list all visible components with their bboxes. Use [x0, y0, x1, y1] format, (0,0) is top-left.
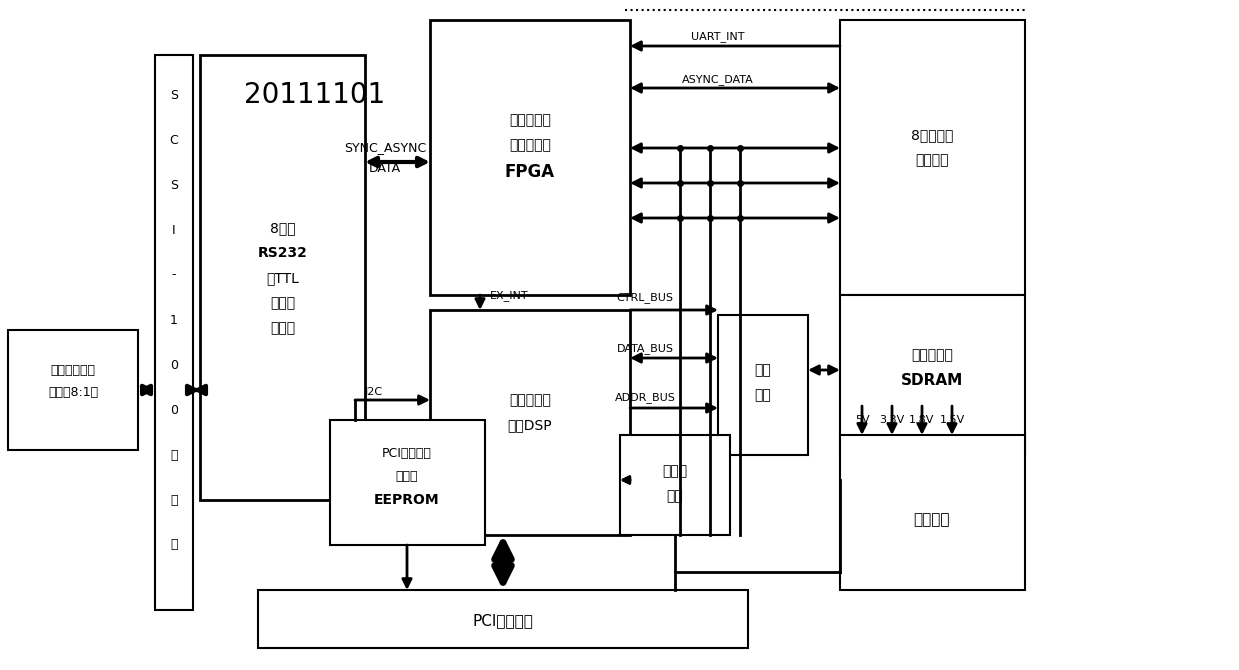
- Text: 理器DSP: 理器DSP: [508, 418, 553, 432]
- Text: 终端（8:1）: 终端（8:1）: [48, 385, 98, 399]
- Bar: [330, 420, 484, 545]
- Text: 与TTL: 与TTL: [266, 271, 300, 285]
- Text: 芯: 芯: [170, 448, 177, 462]
- Text: 外部存储器: 外部存储器: [911, 348, 953, 362]
- Text: C: C: [170, 133, 178, 147]
- Text: DATA: DATA: [369, 161, 401, 174]
- Bar: [7, 330, 138, 450]
- Text: 8通道: 8通道: [270, 221, 296, 235]
- Text: CTRL_BUS: CTRL_BUS: [617, 293, 674, 304]
- Text: 0: 0: [170, 358, 178, 371]
- Text: S: S: [170, 178, 178, 192]
- Text: ADDR_BUS: ADDR_BUS: [615, 393, 675, 403]
- Text: 复杂现场可: 复杂现场可: [509, 113, 551, 127]
- Text: PCI设备信息: PCI设备信息: [382, 446, 432, 460]
- Text: 设备序: 设备序: [663, 464, 688, 478]
- Text: -: -: [172, 269, 176, 281]
- Text: S: S: [170, 88, 178, 101]
- Text: I: I: [172, 224, 176, 237]
- Bar: [840, 20, 1025, 295]
- Text: 总线: 总线: [755, 363, 772, 377]
- Text: 存储器: 存储器: [395, 470, 419, 482]
- Bar: [620, 435, 730, 535]
- Bar: [199, 55, 366, 500]
- Bar: [430, 20, 629, 295]
- Text: 8通道串口: 8通道串口: [911, 128, 953, 142]
- Text: 换模块: 换模块: [270, 321, 296, 335]
- Text: PCI总线接口: PCI总线接口: [472, 614, 534, 628]
- Bar: [717, 315, 808, 455]
- Bar: [155, 55, 193, 610]
- Text: 数字信号处: 数字信号处: [509, 393, 551, 407]
- Text: 接: 接: [170, 494, 177, 507]
- Text: 1.5V: 1.5V: [939, 415, 965, 425]
- Text: RS232: RS232: [258, 246, 309, 260]
- Bar: [430, 310, 629, 535]
- Bar: [258, 590, 748, 648]
- Text: DATA_BUS: DATA_BUS: [617, 344, 674, 354]
- Text: 雷达数据信号: 雷达数据信号: [51, 364, 95, 377]
- Text: FPGA: FPGA: [506, 163, 555, 181]
- Text: SYNC_ASYNC: SYNC_ASYNC: [344, 141, 426, 155]
- Text: 0: 0: [170, 403, 178, 417]
- Text: EEPROM: EEPROM: [374, 493, 440, 507]
- Text: 控制: 控制: [755, 388, 772, 402]
- Text: 收发芯片: 收发芯片: [916, 153, 949, 167]
- Text: 1: 1: [170, 314, 178, 326]
- Text: 编程门阵列: 编程门阵列: [509, 138, 551, 152]
- Text: 1.8V: 1.8V: [909, 415, 934, 425]
- Text: I2C: I2C: [366, 387, 383, 397]
- Bar: [840, 295, 1025, 455]
- Text: 口: 口: [170, 539, 177, 551]
- Bar: [840, 435, 1025, 590]
- Text: 列号: 列号: [667, 489, 684, 503]
- Text: 电平转: 电平转: [270, 296, 296, 310]
- Text: 20111101: 20111101: [244, 81, 385, 109]
- Text: EX_INT: EX_INT: [489, 291, 529, 302]
- Text: 系统供电: 系统供电: [913, 513, 950, 527]
- Text: 3.3V: 3.3V: [880, 415, 904, 425]
- Text: ASYNC_DATA: ASYNC_DATA: [683, 74, 753, 86]
- Text: 5V: 5V: [855, 415, 870, 425]
- Text: SDRAM: SDRAM: [901, 373, 963, 387]
- Text: UART_INT: UART_INT: [691, 31, 745, 42]
